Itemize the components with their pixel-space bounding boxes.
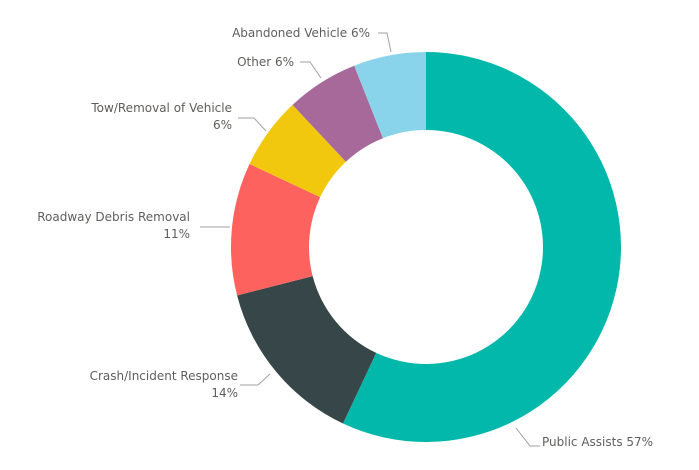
leader-line-other (300, 61, 322, 79)
slice-other[interactable] (292, 65, 383, 162)
data-label-public-assists: Public Assists 57% (542, 435, 653, 449)
data-label-roadway-debris-removal-percent: 11% (163, 227, 190, 241)
data-label-abandoned-vehicle: Abandoned Vehicle 6% (232, 26, 370, 40)
slice-public-assists[interactable] (342, 52, 621, 442)
slice-tow-removal-of-vehicle[interactable] (249, 104, 346, 198)
data-label-other: Other 6% (237, 55, 294, 69)
leader-line-tow-removal-of-vehicle (238, 117, 267, 132)
data-label-roadway-debris-removal: Roadway Debris Removal (37, 210, 190, 224)
data-label-tow-removal-of-vehicle-percent: 6% (213, 118, 232, 132)
slice-roadway-debris-removal[interactable] (231, 163, 321, 296)
data-label-crash-incident-response: Crash/Incident Response (90, 369, 238, 383)
data-label-crash-incident-response-percent: 14% (211, 386, 238, 400)
leader-line-public-assists (515, 427, 540, 447)
leader-line-abandoned-vehicle (378, 32, 392, 53)
slice-crash-incident-response[interactable] (237, 276, 377, 424)
leader-line-crash-incident-response (240, 373, 271, 386)
data-label-tow-removal-of-vehicle: Tow/Removal of Vehicle (90, 101, 232, 115)
slice-abandoned-vehicle[interactable] (354, 52, 426, 139)
